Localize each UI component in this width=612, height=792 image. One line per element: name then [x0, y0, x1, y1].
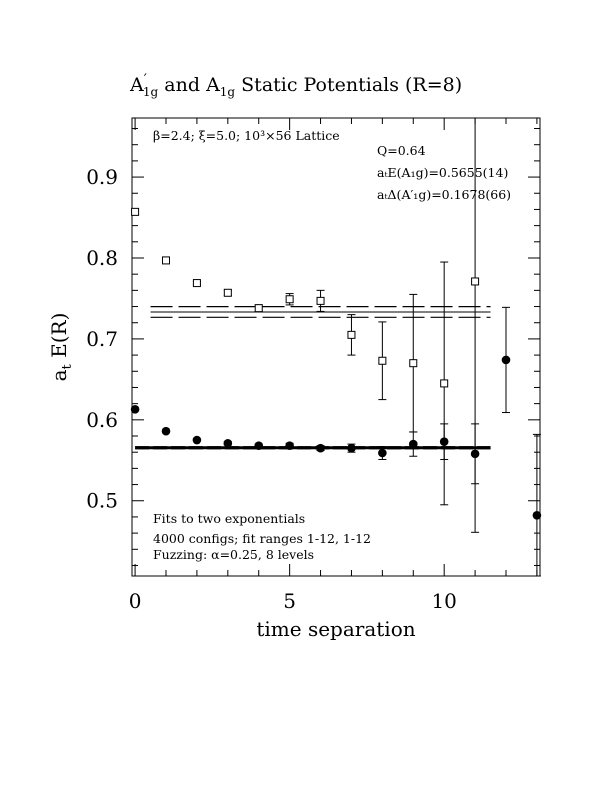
fuzzing-annotation: Fuzzing: α=0.25, 8 levels — [153, 547, 314, 562]
x-tick-label: 0 — [129, 589, 142, 613]
data-point-circle — [378, 448, 387, 458]
x-tick-label: 5 — [283, 589, 296, 613]
lattice-annotation: β=2.4; ξ=5.0; 10³×56 Lattice — [153, 128, 340, 143]
data-point-square — [440, 379, 449, 388]
data-point-circle — [501, 355, 511, 365]
data-point-circle — [316, 443, 325, 453]
plot-frame — [131, 117, 541, 577]
y-tick-label: 0.7 — [86, 327, 118, 351]
data-point-circle — [285, 441, 294, 451]
y-tick-label: 0.8 — [86, 246, 118, 270]
chart-title: A′ 1g and A1g Static Potentials (R=8) — [129, 72, 462, 99]
configs-annotation: 4000 configs; fit ranges 1-12, 1-12 — [153, 531, 371, 546]
x-tick-label: 10 — [431, 589, 456, 613]
y-tick-label: 0.9 — [86, 165, 118, 189]
data-point-square — [347, 330, 356, 339]
data-point-square — [162, 256, 170, 265]
data-point-circle — [130, 405, 140, 414]
q-annotation: Q=0.64 — [377, 143, 426, 158]
y-tick-label: 0.6 — [86, 408, 118, 432]
data-point-square — [254, 304, 263, 313]
data-point-square — [316, 296, 325, 305]
fits-annotation: Fits to two exponentials — [153, 511, 305, 526]
data-point-square — [192, 279, 201, 288]
data-point-square — [131, 207, 140, 216]
x-axis-label: time separation — [256, 617, 415, 641]
y-axis-label: at E(R) — [47, 313, 75, 382]
tick-labels: 0.5 0.6 0.7 0.8 0.9 0 5 10 — [86, 165, 457, 613]
data-point-circle — [347, 443, 356, 453]
data-point-circle — [192, 435, 202, 445]
y-tick-label: 0.5 — [86, 489, 118, 513]
data-points — [130, 117, 542, 577]
fit-lines — [135, 306, 491, 450]
data-point-square — [471, 277, 480, 286]
gap-annotation: aₜΔ(A′₁g)=0.1678(66) — [377, 187, 511, 202]
data-point-circle — [254, 441, 264, 451]
data-point-circle — [223, 438, 233, 448]
data-point-circle — [408, 439, 418, 449]
data-point-square — [223, 288, 232, 297]
data-point-square — [285, 295, 294, 304]
data-point-circle — [532, 511, 542, 520]
data-point-square — [378, 356, 387, 365]
data-point-circle — [161, 426, 171, 436]
energy-annotation: aₜE(A₁g)=0.5655(14) — [377, 165, 508, 180]
data-point-square — [409, 359, 418, 368]
